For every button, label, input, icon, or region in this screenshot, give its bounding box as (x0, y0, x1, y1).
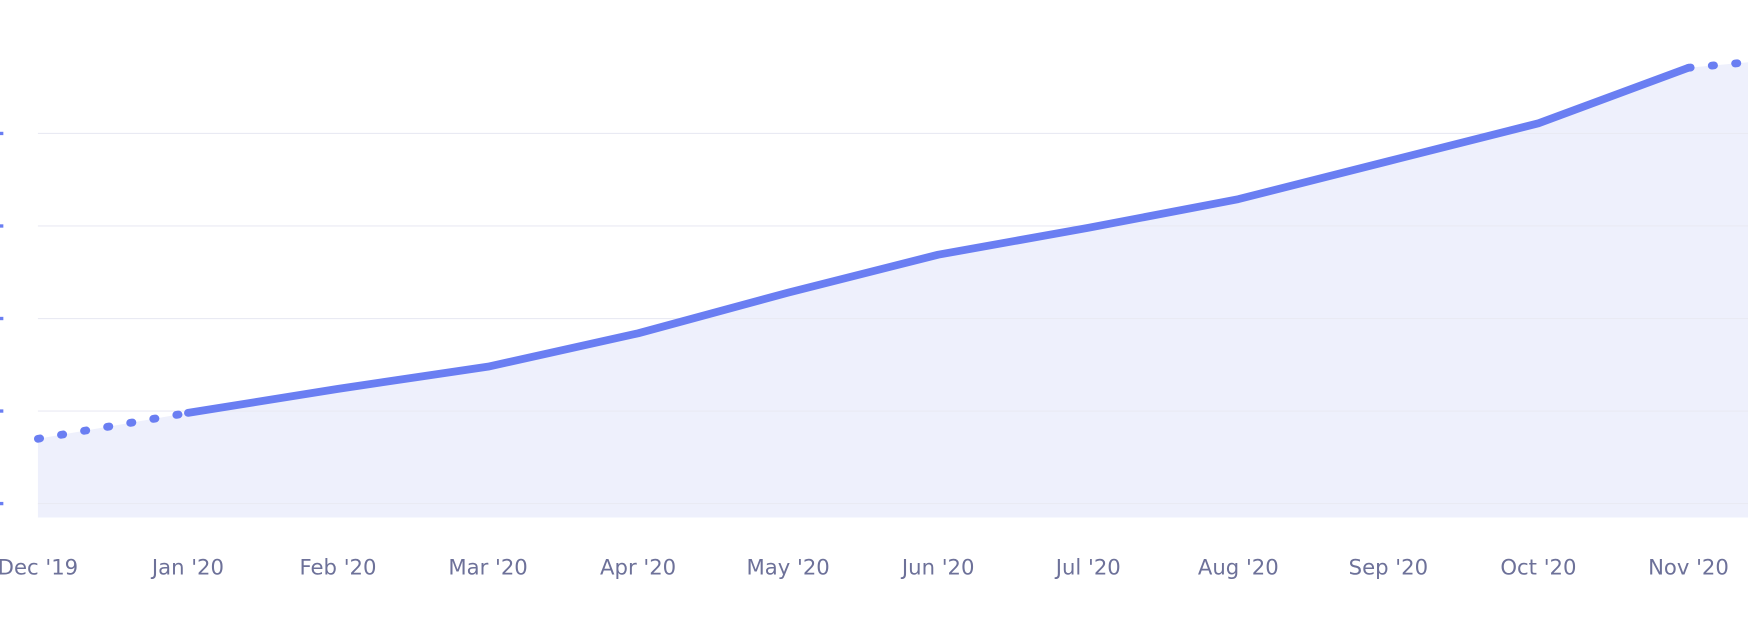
area (37, 62, 1748, 518)
x-tick-label: Feb '20 (300, 555, 377, 580)
x-tick-label: Sep '20 (1349, 555, 1428, 580)
x-tick-label: May '20 (747, 555, 830, 580)
x-tick-label: Jul '20 (1054, 555, 1121, 580)
line-dotted (34, 408, 192, 443)
x-tick-label: Oct '20 (1500, 555, 1576, 580)
x-tick-label: Nov '20 (1648, 555, 1729, 580)
plot (34, 58, 1748, 518)
line (184, 63, 1693, 417)
x-tick-label: Jun '20 (900, 555, 975, 580)
x-tick-label: Aug '20 (1198, 555, 1279, 580)
line-dotted (1684, 58, 1748, 72)
x-tick-label: Mar '20 (448, 555, 527, 580)
x-tick-label: Jan '20 (150, 555, 224, 580)
x-tick-label: Apr '20 (600, 555, 676, 580)
x-tick-label: Dec '19 (0, 555, 78, 580)
